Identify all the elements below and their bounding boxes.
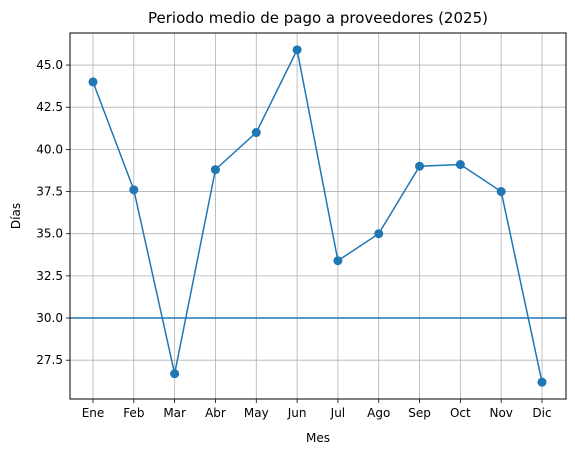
data-point (88, 77, 98, 87)
x-tick-label: Jun (287, 406, 307, 420)
y-tick-label: 27.5 (36, 353, 63, 367)
x-tick-label: Abr (205, 406, 226, 420)
x-tick-label: Nov (489, 406, 512, 420)
chart-title: Periodo medio de pago a proveedores (202… (148, 9, 488, 27)
data-point (333, 256, 343, 266)
data-point (496, 187, 506, 197)
x-axis-ticks: Ene Feb Mar Abr May Jun Jul Ago Sep Oct Nov Dic (82, 399, 552, 420)
data-point (170, 369, 180, 379)
x-tick-label: May (244, 406, 269, 420)
x-tick-label: Sep (408, 406, 431, 420)
y-tick-label: 40.0 (36, 142, 63, 156)
x-tick-label: Ago (367, 406, 390, 420)
y-axis-ticks: 27.5 30.0 32.5 35.0 37.5 40.0 42.5 45.0 (36, 58, 70, 367)
y-tick-label: 35.0 (36, 227, 63, 241)
x-tick-label: Jul (330, 406, 345, 420)
data-point (251, 128, 261, 138)
data-point (455, 160, 465, 170)
plot-frame (69, 32, 567, 400)
y-tick-label: 42.5 (36, 100, 63, 114)
data-point (537, 377, 547, 387)
x-tick-label: Dic (532, 406, 551, 420)
x-tick-label: Mar (163, 406, 186, 420)
data-point (129, 185, 139, 195)
series-group (88, 45, 547, 387)
data-point (210, 165, 220, 175)
x-tick-label: Oct (450, 406, 471, 420)
data-point (374, 229, 384, 239)
x-axis-label: Mes (306, 431, 330, 445)
y-tick-label: 32.5 (36, 269, 63, 283)
x-tick-label: Ene (82, 406, 105, 420)
y-tick-label: 45.0 (36, 58, 63, 72)
y-axis-label: Días (9, 203, 23, 229)
data-point (415, 161, 425, 171)
y-tick-label: 37.5 (36, 185, 63, 199)
series-line (92, 47, 543, 383)
data-point (292, 45, 302, 55)
plot-background (70, 33, 566, 399)
x-tick-label: Feb (123, 406, 144, 420)
y-tick-label: 30.0 (36, 311, 63, 325)
